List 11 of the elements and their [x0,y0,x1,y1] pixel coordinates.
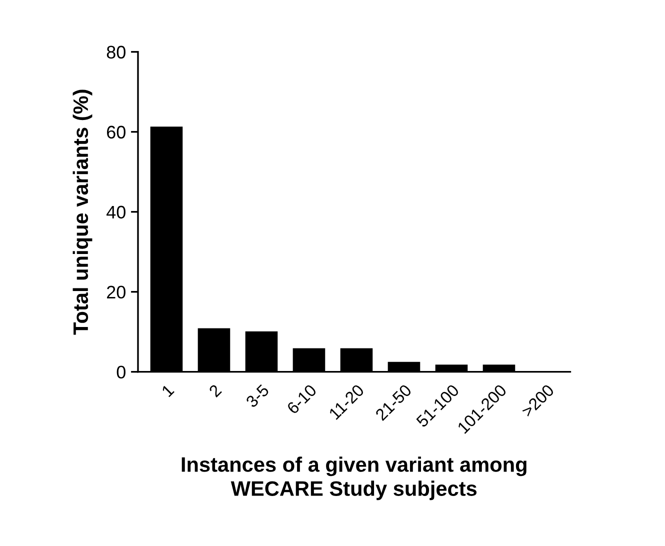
x-tick-label: 3-5 [245,384,270,408]
y-tick-label: 0 [116,366,126,379]
y-axis-title: Total unique variants (%) [72,90,92,335]
y-tick-label: 40 [106,206,126,219]
x-tick-label: 2 [208,384,222,398]
y-tick-label: 20 [107,286,126,299]
x-tick-label: 6-10 [286,384,318,415]
y-tick-label: 60 [107,126,126,139]
x-tick-label: 1 [161,384,174,398]
x-axis-title: Instances of a given variant among WECARE Study subjects [182,456,526,500]
y-tick-label: 80 [106,46,126,59]
